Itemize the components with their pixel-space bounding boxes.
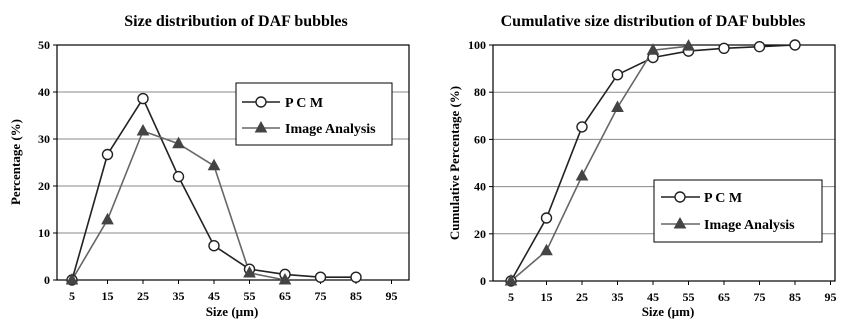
x-tick-label: 95 bbox=[825, 290, 837, 304]
x-tick-label: 35 bbox=[173, 289, 185, 303]
data-point-image-analysis bbox=[65, 272, 79, 285]
data-point-image-analysis bbox=[243, 265, 256, 278]
legend-marker-pcm bbox=[674, 191, 686, 203]
legend-label-image-analysis: Image Analysis bbox=[285, 122, 376, 137]
x-axis-label: Size (µm) bbox=[206, 304, 259, 319]
y-tick-labels: 0 10 20 30 40 50 bbox=[38, 38, 57, 287]
series-line-pcm bbox=[510, 44, 796, 282]
x-tick-labels: 5 15 25 35 45 55 65 75 85 95 bbox=[69, 280, 398, 303]
y-tick-label: 30 bbox=[38, 132, 50, 146]
data-point-pcm bbox=[540, 212, 553, 224]
data-point-image-analysis bbox=[278, 272, 292, 285]
data-point-pcm bbox=[576, 121, 588, 133]
y-tick-label: 100 bbox=[468, 38, 486, 52]
data-point-image-analysis bbox=[646, 43, 660, 55]
data-point-pcm bbox=[789, 39, 801, 51]
x-tick-label: 45 bbox=[647, 290, 659, 304]
y-tick-label: 60 bbox=[474, 132, 486, 146]
legend-box bbox=[235, 82, 393, 146]
x-tick-label: 15 bbox=[541, 290, 553, 304]
y-tick-label: 0 bbox=[44, 273, 50, 287]
x-tick-label: 15 bbox=[102, 289, 114, 303]
data-point-pcm bbox=[753, 40, 766, 53]
data-point-pcm bbox=[611, 69, 624, 81]
plot-area bbox=[56, 44, 410, 281]
y-tick-label: 40 bbox=[38, 85, 50, 99]
y-tick-label: 20 bbox=[474, 227, 486, 241]
plot-area bbox=[492, 44, 836, 282]
data-point-image-analysis bbox=[101, 212, 114, 225]
series-line-image-analysis bbox=[510, 45, 689, 282]
y-tick-label: 0 bbox=[480, 274, 486, 288]
data-point-image-analysis bbox=[504, 273, 518, 286]
y-axis-label: Cumulative Percentage (%) bbox=[447, 86, 462, 240]
x-tick-label: 5 bbox=[69, 289, 75, 303]
y-axis-label: Percentage (%) bbox=[8, 119, 23, 205]
x-tick-label: 25 bbox=[137, 289, 149, 303]
chart-title: Cumulative size distribution of DAF bubb… bbox=[501, 13, 806, 30]
legend-label-image-analysis: Image Analysis bbox=[704, 218, 795, 233]
y-tick-label: 40 bbox=[474, 180, 486, 194]
x-tick-label: 55 bbox=[683, 290, 695, 304]
data-point-pcm bbox=[350, 271, 362, 283]
data-point-image-analysis bbox=[682, 39, 695, 51]
x-tick-label: 5 bbox=[508, 290, 514, 304]
series-layer bbox=[65, 92, 362, 286]
data-point-image-analysis bbox=[207, 158, 221, 171]
legend-marker-image-analysis bbox=[673, 216, 687, 229]
x-tick-label: 85 bbox=[789, 290, 801, 304]
legend-label-pcm: P C M bbox=[704, 191, 742, 206]
legend: P C M Image Analysis bbox=[653, 179, 823, 243]
y-tick-labels: 0 20 40 60 80 100 bbox=[468, 38, 493, 288]
y-tick-label: 50 bbox=[38, 38, 50, 52]
data-point-image-analysis bbox=[575, 168, 589, 181]
chart-title: Size distribution of DAF bubbles bbox=[124, 13, 347, 30]
x-tick-label: 45 bbox=[208, 289, 220, 303]
x-tick-label: 85 bbox=[350, 289, 362, 303]
y-tick-label: 10 bbox=[38, 226, 50, 240]
data-point-pcm bbox=[718, 42, 730, 55]
x-tick-labels: 5 15 25 35 45 55 65 75 85 95 bbox=[508, 281, 837, 304]
y-tick-label: 80 bbox=[474, 85, 486, 99]
x-tick-label: 75 bbox=[315, 289, 327, 303]
legend-marker-pcm bbox=[255, 96, 267, 108]
data-point-image-analysis bbox=[172, 136, 185, 149]
data-point-pcm bbox=[101, 148, 114, 161]
legend-marker-image-analysis bbox=[254, 120, 268, 133]
data-point-pcm bbox=[137, 92, 149, 105]
chart-cumulative-size-distribution: Cumulative size distribution of DAF bubb… bbox=[447, 13, 837, 319]
x-tick-label: 95 bbox=[386, 289, 398, 303]
legend-label-pcm: P C M bbox=[285, 96, 323, 111]
data-point-image-analysis bbox=[540, 243, 553, 256]
data-point-pcm bbox=[314, 271, 327, 283]
data-point-image-analysis bbox=[611, 100, 624, 113]
series-layer bbox=[504, 39, 801, 287]
x-tick-label: 65 bbox=[279, 289, 291, 303]
y-tick-label: 20 bbox=[38, 179, 50, 193]
x-tick-label: 25 bbox=[576, 290, 588, 304]
x-tick-label: 35 bbox=[612, 290, 624, 304]
data-point-image-analysis bbox=[136, 123, 150, 136]
data-point-pcm bbox=[208, 239, 220, 252]
x-axis-label: Size (µm) bbox=[642, 304, 695, 319]
legend: P C M Image Analysis bbox=[235, 82, 393, 146]
x-tick-label: 75 bbox=[754, 290, 766, 304]
x-tick-label: 65 bbox=[718, 290, 730, 304]
chart-size-distribution: Size distribution of DAF bubbles 0 10 20 30… bbox=[8, 13, 410, 319]
x-tick-label: 55 bbox=[244, 289, 256, 303]
data-point-pcm bbox=[172, 170, 185, 183]
legend-box bbox=[653, 179, 823, 243]
